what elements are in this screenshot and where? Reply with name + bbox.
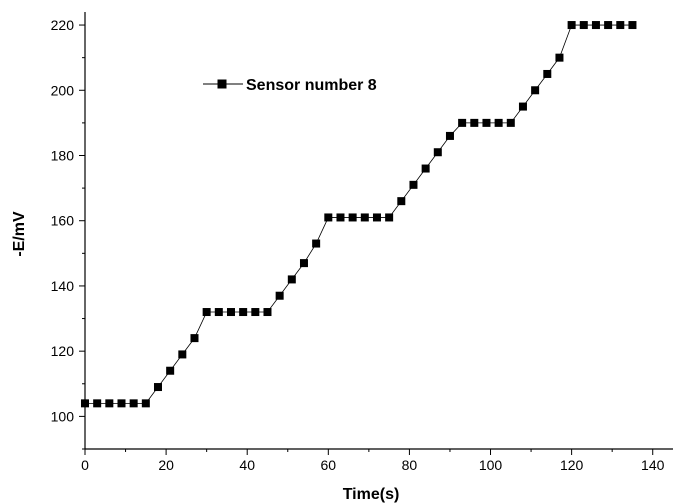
y-tick-label: 140	[51, 278, 75, 294]
data-point	[93, 399, 102, 408]
x-tick-label: 120	[560, 457, 584, 473]
data-point	[397, 197, 406, 206]
data-point	[591, 21, 600, 30]
data-point	[506, 118, 515, 127]
y-tick-label: 160	[51, 213, 75, 229]
y-axis: 100 120 140 160 180 200 220	[51, 17, 85, 450]
x-axis-label: Time(s)	[343, 486, 400, 503]
data-point	[579, 21, 588, 30]
data-point	[628, 21, 637, 30]
legend-marker	[217, 79, 227, 89]
data-point	[178, 350, 187, 359]
legend: Sensor number 8	[203, 77, 377, 94]
x-tick-label: 100	[479, 457, 503, 473]
data-point	[166, 366, 175, 375]
data-point	[287, 275, 296, 284]
y-tick-label: 180	[51, 147, 75, 163]
data-point	[324, 213, 333, 222]
data-point	[409, 180, 418, 189]
data-point	[299, 259, 308, 268]
data-point	[117, 399, 126, 408]
x-tick-label: 60	[321, 457, 337, 473]
data-point	[190, 334, 199, 343]
y-tick-label: 200	[51, 82, 75, 98]
x-tick-label: 140	[641, 457, 665, 473]
data-point	[458, 118, 467, 127]
data-point	[470, 118, 479, 127]
data-point	[531, 86, 540, 95]
data-point	[372, 213, 381, 222]
x-tick-label: 20	[158, 457, 174, 473]
data-point	[251, 308, 260, 317]
y-tick-label: 120	[51, 343, 75, 359]
y-tick-label: 100	[51, 408, 75, 424]
legend-label: Sensor number 8	[246, 77, 377, 94]
plot-frame	[84, 12, 673, 450]
data-point	[275, 291, 284, 300]
data-point	[348, 213, 357, 222]
data-point	[385, 213, 394, 222]
data-point	[445, 131, 454, 140]
data-point	[360, 213, 369, 222]
y-axis-label: -E/mV	[11, 211, 28, 257]
series-line	[85, 24, 633, 404]
data-point	[239, 308, 248, 317]
data-point	[616, 21, 625, 30]
x-tick-label: 80	[402, 457, 418, 473]
data-point	[129, 399, 138, 408]
data-point	[543, 69, 552, 78]
data-point	[141, 399, 150, 408]
data-point	[518, 102, 527, 111]
data-point	[567, 21, 576, 30]
data-point	[105, 399, 114, 408]
data-point	[263, 308, 272, 317]
data-point	[226, 308, 235, 317]
data-point	[312, 239, 321, 248]
x-axis: 0 20 40 60 80 100 120 140	[81, 449, 665, 473]
data-point	[153, 383, 162, 392]
data-point	[555, 53, 564, 62]
y-tick-label: 220	[51, 17, 75, 33]
data-point	[336, 213, 345, 222]
data-point	[482, 118, 491, 127]
data-point	[81, 399, 89, 408]
data-point	[202, 308, 211, 317]
x-tick-label: 0	[81, 457, 89, 473]
data-point	[494, 118, 503, 127]
data-point	[604, 21, 613, 30]
data-point	[421, 164, 430, 173]
data-point	[214, 308, 223, 317]
x-tick-label: 40	[239, 457, 255, 473]
series-layer	[81, 21, 637, 408]
data-point	[433, 148, 442, 157]
